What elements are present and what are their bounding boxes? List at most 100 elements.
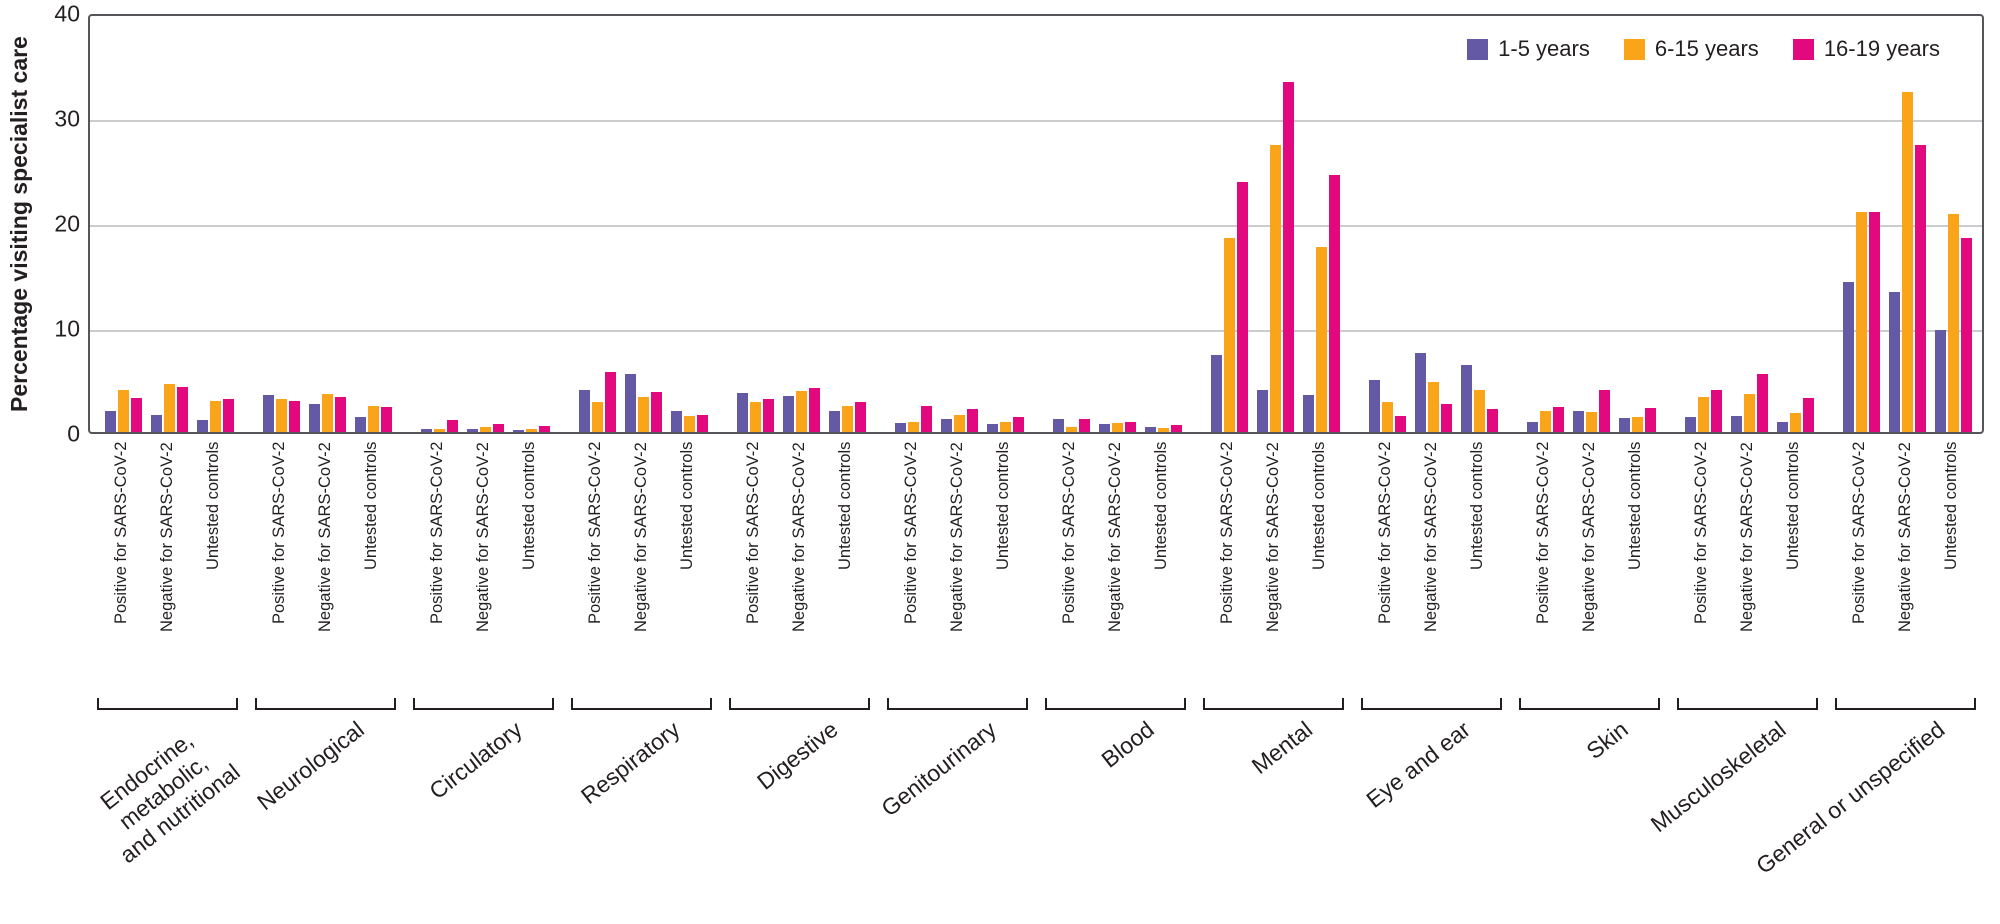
subgroup-label: Negative for SARS-CoV-2 — [1580, 442, 1598, 632]
gridline-10 — [90, 330, 1982, 332]
bar — [683, 416, 695, 432]
bar — [176, 386, 188, 432]
bar — [624, 374, 636, 432]
bar — [854, 401, 866, 432]
category-bracket — [1676, 698, 1818, 710]
bar — [1710, 390, 1722, 432]
bar — [1631, 417, 1643, 432]
bar — [117, 390, 129, 432]
subgroup-label: Negative for SARS-CoV-2 — [948, 442, 966, 632]
subgroup-label: Untested controls — [1626, 442, 1644, 571]
bar — [354, 417, 366, 432]
bar — [538, 425, 550, 432]
bar — [828, 411, 840, 432]
bar — [1585, 412, 1597, 432]
subgroup-label: Untested controls — [678, 442, 696, 571]
category-bracket — [96, 698, 238, 710]
bar — [1730, 416, 1742, 432]
subgroup-label: Negative for SARS-CoV-2 — [158, 442, 176, 632]
bar — [604, 372, 616, 432]
category-bracket — [570, 698, 712, 710]
bar — [1644, 407, 1656, 432]
subgroup-label: Positive for SARS-CoV-2 — [1060, 442, 1078, 625]
bar — [1065, 426, 1077, 432]
category-bracket — [254, 698, 396, 710]
bar — [1526, 421, 1538, 432]
bar — [1572, 411, 1584, 432]
bar — [894, 422, 906, 432]
bar — [1855, 211, 1867, 432]
bar — [1157, 427, 1169, 432]
legend-swatch-icon — [1792, 38, 1814, 60]
category-label: Mental — [1246, 716, 1318, 779]
bar — [1802, 398, 1814, 432]
subgroup-label: Untested controls — [836, 442, 854, 571]
bar — [1888, 292, 1900, 432]
bar — [1598, 390, 1610, 432]
subgroup-label: Positive for SARS-CoV-2 — [112, 442, 130, 625]
subgroup-label: Negative for SARS-CoV-2 — [1264, 442, 1282, 632]
y-tick-label-20: 20 — [54, 210, 80, 237]
bar — [1842, 281, 1854, 432]
bar — [1934, 330, 1946, 432]
bar — [1414, 353, 1426, 432]
subgroup-label: Positive for SARS-CoV-2 — [270, 442, 288, 625]
category-label: Musculoskeletal — [1646, 716, 1792, 838]
bar — [1223, 237, 1235, 432]
category-bracket — [1518, 698, 1660, 710]
bar — [1552, 406, 1564, 432]
legend-swatch-icon — [1623, 38, 1645, 60]
category-label: Genitourinary — [876, 716, 1002, 822]
y-tick-label-0: 0 — [67, 420, 80, 447]
bar — [163, 383, 175, 432]
bar — [591, 401, 603, 432]
bar — [288, 400, 300, 432]
category-label: Neurological — [252, 716, 370, 816]
bar — [1756, 374, 1768, 432]
bar — [953, 415, 965, 432]
bar — [1473, 390, 1485, 432]
gridline-30 — [90, 120, 1982, 122]
bar — [1460, 364, 1472, 432]
subgroup-label: Untested controls — [1468, 442, 1486, 571]
category-bracket — [728, 698, 870, 710]
subgroup-label: Untested controls — [1310, 442, 1328, 571]
y-tick-label-40: 40 — [54, 0, 80, 27]
bar — [1947, 213, 1959, 432]
bar — [637, 397, 649, 432]
bar — [1124, 421, 1136, 432]
bar — [1960, 237, 1972, 432]
bar — [966, 408, 978, 432]
bar — [670, 411, 682, 432]
bar — [1269, 145, 1281, 432]
bar — [1901, 91, 1913, 432]
subgroup-label: Untested controls — [1152, 442, 1170, 571]
subgroup-label: Positive for SARS-CoV-2 — [1850, 442, 1868, 625]
subgroup-label: Negative for SARS-CoV-2 — [1896, 442, 1914, 632]
bar — [512, 429, 524, 432]
bar — [209, 400, 221, 432]
bar — [578, 390, 590, 432]
subgroup-label: Positive for SARS-CoV-2 — [586, 442, 604, 625]
category-label: Endocrine, metabolic, and nutritional — [94, 726, 245, 869]
y-tick-label-30: 30 — [54, 105, 80, 132]
bar — [1427, 381, 1439, 432]
bar — [1440, 403, 1452, 432]
bar — [1486, 408, 1498, 432]
bar — [749, 401, 761, 432]
category-label: Circulatory — [424, 716, 528, 805]
subgroup-label: Untested controls — [994, 442, 1012, 571]
bar — [650, 392, 662, 432]
subgroup-label: Positive for SARS-CoV-2 — [1692, 442, 1710, 625]
legend-label: 16-19 years — [1823, 36, 1940, 61]
plot-area: 1-5 years 6-15 years 16-19 years — [88, 14, 1984, 434]
bar — [150, 415, 162, 432]
bar — [762, 399, 774, 432]
subgroup-label: Untested controls — [1784, 442, 1802, 571]
subgroup-label: Untested controls — [204, 442, 222, 571]
bar — [130, 398, 142, 432]
bar — [466, 428, 478, 432]
bar — [1328, 174, 1340, 432]
bar — [1539, 411, 1551, 432]
